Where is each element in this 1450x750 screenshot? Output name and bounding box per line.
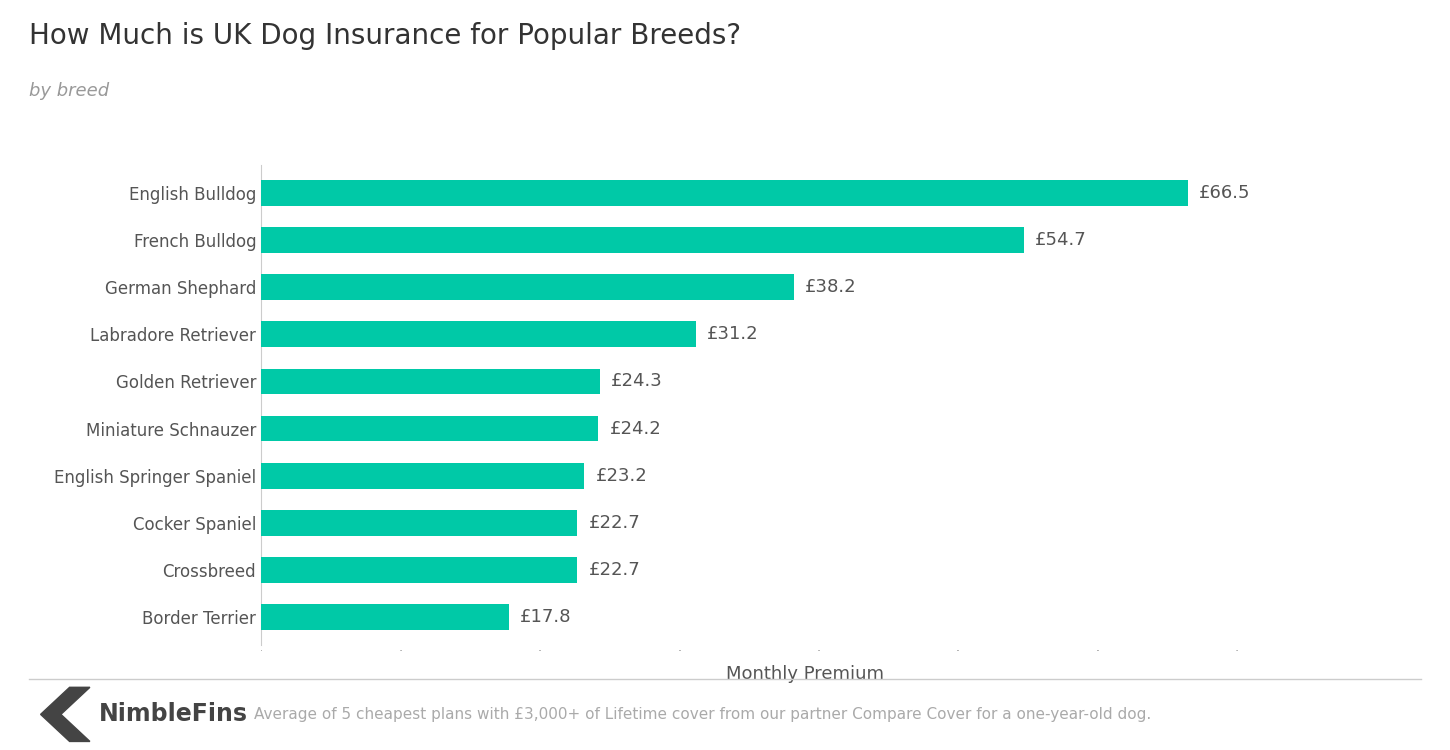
- Text: NimbleFins: NimbleFins: [99, 702, 248, 726]
- Text: £23.2: £23.2: [596, 466, 647, 484]
- Bar: [261, 510, 577, 536]
- Text: £24.3: £24.3: [610, 373, 663, 391]
- Bar: [261, 463, 584, 488]
- Text: Average of 5 cheapest plans with £3,000+ of Lifetime cover from our partner Comp: Average of 5 cheapest plans with £3,000+…: [254, 706, 1151, 722]
- Text: £66.5: £66.5: [1199, 184, 1251, 202]
- Text: £17.8: £17.8: [521, 608, 571, 625]
- Bar: [261, 368, 600, 394]
- Text: £54.7: £54.7: [1035, 231, 1086, 249]
- Bar: [261, 416, 599, 442]
- Text: How Much is UK Dog Insurance for Popular Breeds?: How Much is UK Dog Insurance for Popular…: [29, 22, 741, 50]
- Text: £22.7: £22.7: [589, 514, 641, 532]
- Text: £31.2: £31.2: [708, 326, 758, 344]
- Text: by breed: by breed: [29, 82, 109, 100]
- Bar: [261, 274, 793, 300]
- Bar: [261, 322, 696, 347]
- Text: £22.7: £22.7: [589, 561, 641, 579]
- Polygon shape: [41, 687, 90, 742]
- Text: £24.2: £24.2: [609, 419, 661, 437]
- Bar: [261, 180, 1188, 206]
- Text: £38.2: £38.2: [805, 278, 857, 296]
- Bar: [261, 604, 509, 630]
- Bar: [261, 556, 577, 583]
- X-axis label: Monthly Premium: Monthly Premium: [726, 664, 883, 682]
- Bar: [261, 227, 1024, 254]
